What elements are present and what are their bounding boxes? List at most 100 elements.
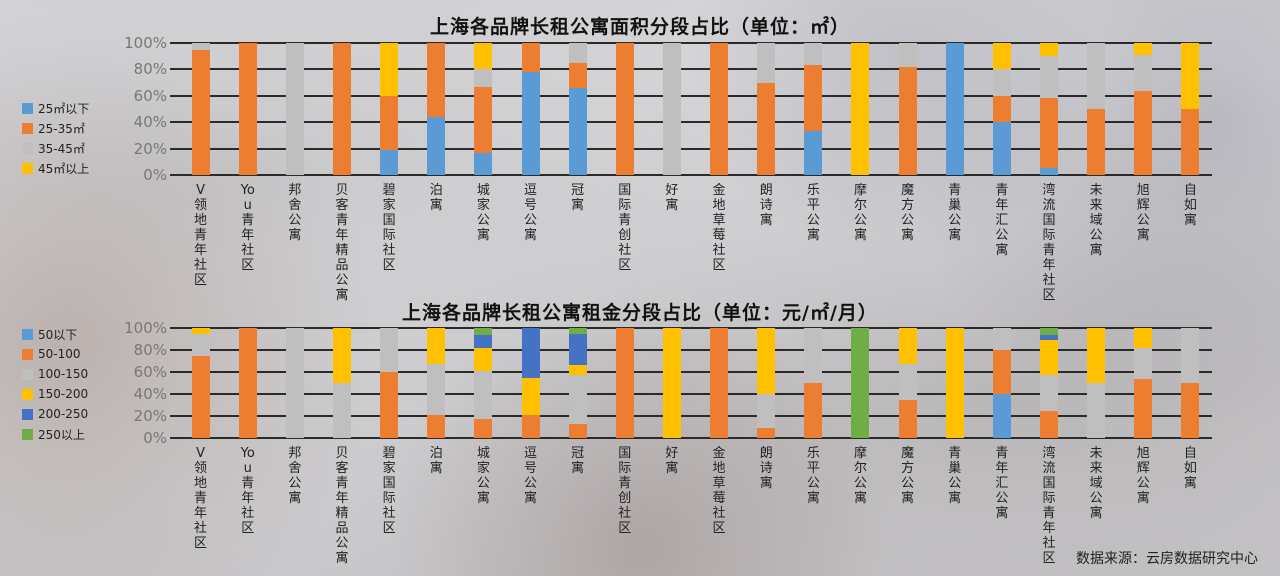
bar-segment bbox=[568, 333, 587, 366]
bar bbox=[992, 328, 1011, 438]
bar-segment bbox=[804, 131, 823, 175]
bar-segment bbox=[757, 43, 776, 83]
bar bbox=[945, 43, 964, 175]
bar-segment bbox=[1134, 90, 1153, 175]
bar bbox=[1087, 43, 1106, 175]
bar-segment bbox=[1040, 334, 1059, 341]
x-tick-label: 湾流国际青年社区 bbox=[1042, 446, 1056, 566]
x-tick-label: 冠寓 bbox=[571, 183, 585, 213]
bar bbox=[710, 328, 729, 438]
x-tick-label: You青年社区 bbox=[240, 183, 255, 273]
bar-segment bbox=[1181, 109, 1200, 175]
bar-segment bbox=[474, 419, 493, 438]
bar bbox=[521, 328, 540, 438]
legend-item: 25㎡以下 bbox=[22, 98, 89, 118]
bar-segment bbox=[332, 43, 351, 175]
x-tick-label: V领地青年社区 bbox=[194, 446, 208, 551]
bar bbox=[1087, 328, 1106, 438]
bar-segment bbox=[1134, 43, 1153, 55]
x-tick-label: 城家公寓 bbox=[476, 183, 490, 243]
y-tick-label: 60% bbox=[133, 86, 167, 105]
bar-segment bbox=[710, 328, 729, 438]
bar-segment bbox=[662, 328, 681, 438]
bar-segment bbox=[1040, 375, 1059, 411]
y-tick-label: 80% bbox=[133, 341, 167, 359]
legend-label: 100-150 bbox=[38, 367, 89, 381]
bar-segment bbox=[474, 69, 493, 87]
plot-area: 0% 20% 40% 60% 80% 100% V领地青年社区 You青年社区 邦舍公寓 贝客青年… bbox=[124, 319, 1212, 566]
bar-segment bbox=[380, 328, 399, 372]
x-tick-label: 未来域公寓 bbox=[1089, 183, 1103, 258]
bar-segment bbox=[568, 365, 587, 376]
legend-label: 45㎡以上 bbox=[38, 161, 90, 176]
x-tick-label: 朗诗寓 bbox=[759, 446, 773, 491]
y-tick-label: 100% bbox=[124, 319, 167, 337]
bar-segment bbox=[380, 372, 399, 438]
x-tick-label: 魔方公寓 bbox=[901, 183, 915, 243]
bar-segment bbox=[568, 328, 587, 334]
bar-segment bbox=[474, 328, 493, 335]
bar bbox=[191, 328, 210, 438]
x-tick-label: 泊寓 bbox=[429, 183, 443, 213]
plot-area: 0% 20% 40% 60% 80% 100% V领地青年社区 You青年社区 邦舍公寓 贝客青年… bbox=[124, 34, 1212, 303]
bar bbox=[1181, 328, 1200, 438]
legend-swatch-icon bbox=[22, 122, 33, 134]
chart-title: 上海各品牌长租公寓租金分段占比（单位：元/㎡/月） bbox=[402, 302, 878, 324]
x-tick-label: 自如寓 bbox=[1183, 183, 1197, 228]
bar bbox=[521, 43, 540, 175]
bar bbox=[238, 328, 257, 438]
bar-segment bbox=[1040, 410, 1059, 438]
bar-segment bbox=[804, 65, 823, 132]
bar bbox=[804, 328, 823, 438]
x-tick-label: 自如寓 bbox=[1183, 446, 1197, 491]
bar-segment bbox=[1181, 43, 1200, 109]
bar bbox=[285, 328, 304, 438]
gridline bbox=[170, 393, 1212, 395]
x-tick-label: 好寓 bbox=[665, 446, 679, 476]
bar-segment bbox=[474, 334, 493, 348]
bar bbox=[380, 43, 399, 175]
bar bbox=[615, 328, 634, 438]
x-tick-label: 摩尔公寓 bbox=[853, 446, 867, 506]
legend-item: 150-200 bbox=[22, 384, 88, 404]
x-tick-label: 逗号公寓 bbox=[524, 446, 538, 506]
bar-segment bbox=[1087, 383, 1106, 438]
bar-segment bbox=[1040, 328, 1059, 335]
bar-segment bbox=[992, 394, 1011, 438]
gridline bbox=[170, 42, 1212, 44]
legend-swatch-icon bbox=[22, 162, 33, 174]
bar-segment bbox=[238, 43, 257, 175]
bar-segment bbox=[332, 383, 351, 438]
bar-segment bbox=[474, 347, 493, 371]
data-source-note: 数据来源：云房数据研究中心 bbox=[1076, 551, 1258, 567]
legend-label: 200-250 bbox=[38, 407, 89, 421]
bar-segment bbox=[898, 399, 917, 438]
gridline bbox=[170, 327, 1212, 329]
bar-segment bbox=[1181, 328, 1200, 383]
bar-segment bbox=[521, 328, 540, 378]
bar bbox=[662, 328, 681, 438]
legend-swatch-icon bbox=[22, 388, 33, 400]
x-tick-label: 好寓 bbox=[665, 183, 679, 213]
y-tick-label: 80% bbox=[133, 60, 167, 79]
x-tick-label: 泊寓 bbox=[429, 446, 443, 476]
bar-segment bbox=[521, 43, 540, 73]
bar-segment bbox=[1040, 43, 1059, 57]
bar bbox=[710, 43, 729, 175]
bar-segment bbox=[757, 328, 776, 395]
legend-item: 100-150 bbox=[22, 364, 88, 384]
bar-segment bbox=[992, 69, 1011, 96]
bar-segment bbox=[380, 95, 399, 150]
y-tick-label: 20% bbox=[133, 407, 167, 425]
gridline bbox=[170, 415, 1212, 417]
bar-segment bbox=[380, 149, 399, 175]
x-tick-label: You青年社区 bbox=[240, 446, 255, 536]
x-tick-label: 碧家国际社区 bbox=[382, 183, 396, 273]
chart-title: 上海各品牌长租公寓面积分段占比（单位：㎡） bbox=[429, 16, 850, 38]
legend-item: 50-100 bbox=[22, 344, 88, 364]
legend-label: 150-200 bbox=[38, 387, 89, 401]
bar-segment bbox=[474, 370, 493, 420]
bar bbox=[898, 43, 917, 175]
bar bbox=[238, 43, 257, 175]
x-tick-label: 青年汇公寓 bbox=[995, 183, 1009, 258]
